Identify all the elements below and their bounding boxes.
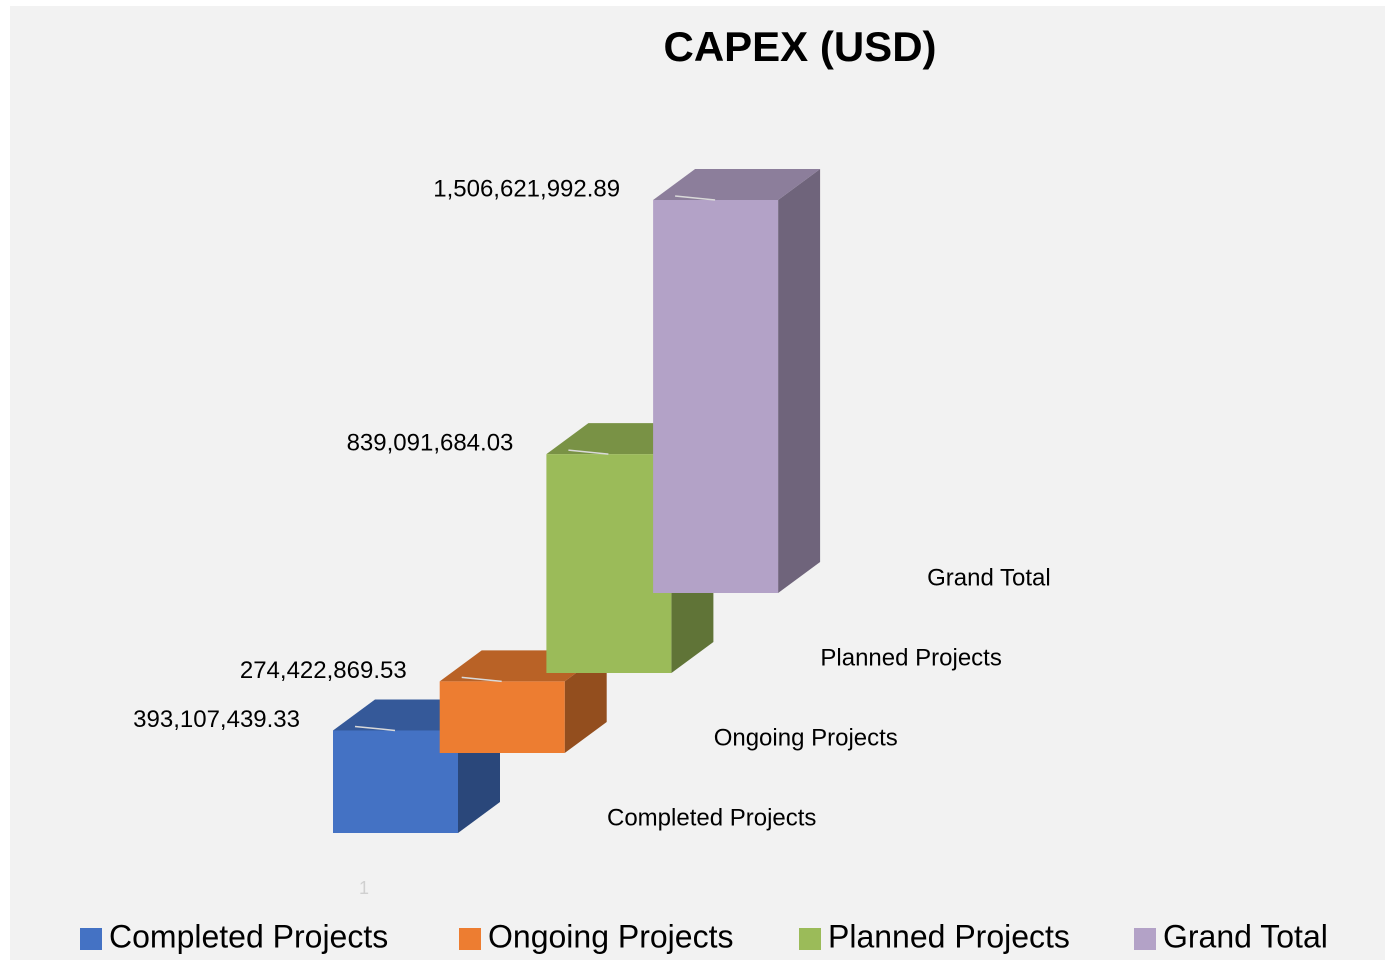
bar-side (564, 650, 607, 753)
bar-side (778, 169, 821, 593)
label-leader (568, 449, 609, 455)
bar-top (653, 169, 821, 200)
chart-title: CAPEX (USD) (663, 23, 936, 70)
legend-label: Planned Projects (828, 918, 1070, 954)
series-axis-label: Planned Projects (820, 644, 1001, 671)
value-label: 1,506,621,992.89 (433, 175, 620, 202)
value-label: 393,107,439.33 (133, 706, 300, 733)
bar-front (653, 200, 779, 593)
bar-front (333, 730, 458, 833)
label-leader (354, 725, 396, 732)
legend-label: Grand Total (1163, 918, 1328, 954)
series-axis-label: Grand Total (927, 564, 1051, 591)
legend-swatch (459, 928, 481, 950)
legend-label: Completed Projects (109, 918, 388, 954)
bar-front (439, 681, 565, 753)
legend-swatch (80, 928, 102, 950)
series-axis-label: Ongoing Projects (714, 724, 898, 751)
legend-swatch (799, 928, 821, 950)
label-leader (675, 195, 716, 201)
legend-swatch (1134, 928, 1156, 950)
value-label: 839,091,684.03 (347, 429, 514, 456)
label-leader (461, 676, 502, 683)
category-label: 1 (359, 878, 369, 898)
series-axis-label: Completed Projects (607, 804, 816, 831)
legend-label: Ongoing Projects (488, 918, 733, 954)
value-label: 274,422,869.53 (240, 657, 407, 684)
bar-front (546, 454, 672, 673)
